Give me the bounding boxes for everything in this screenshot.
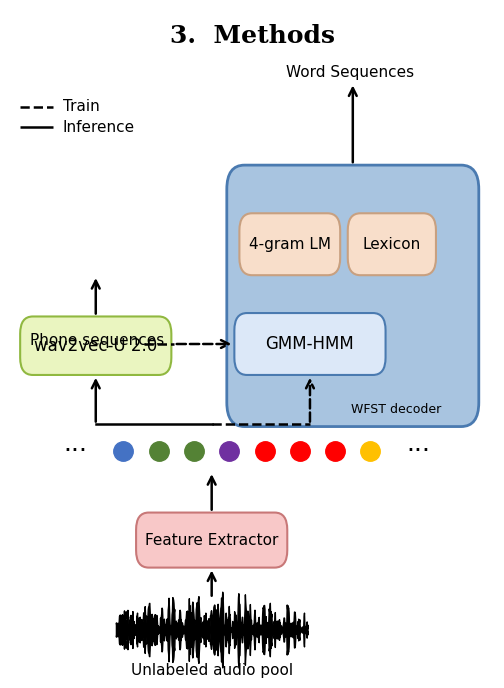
Text: wav2vec-U 2.0: wav2vec-U 2.0 [34, 336, 157, 355]
Text: ···: ··· [406, 439, 430, 462]
Text: WFST decoder: WFST decoder [351, 403, 441, 416]
Text: GMM-HMM: GMM-HMM [266, 335, 354, 353]
Text: Lexicon: Lexicon [363, 237, 421, 252]
Text: Word Sequences: Word Sequences [286, 65, 414, 80]
FancyBboxPatch shape [239, 213, 340, 275]
Text: Inference: Inference [63, 120, 135, 135]
Text: Train: Train [63, 99, 100, 114]
Text: Phone sequences: Phone sequences [30, 333, 164, 348]
FancyBboxPatch shape [348, 213, 436, 275]
Text: 4-gram LM: 4-gram LM [249, 237, 331, 252]
FancyBboxPatch shape [234, 313, 386, 375]
Text: 3.  Methods: 3. Methods [169, 24, 335, 48]
Text: Feature Extractor: Feature Extractor [145, 533, 278, 548]
FancyBboxPatch shape [227, 165, 479, 427]
FancyBboxPatch shape [136, 513, 287, 568]
Text: Unlabeled audio pool: Unlabeled audio pool [131, 663, 293, 678]
FancyBboxPatch shape [20, 316, 171, 375]
Text: ···: ··· [64, 439, 88, 462]
